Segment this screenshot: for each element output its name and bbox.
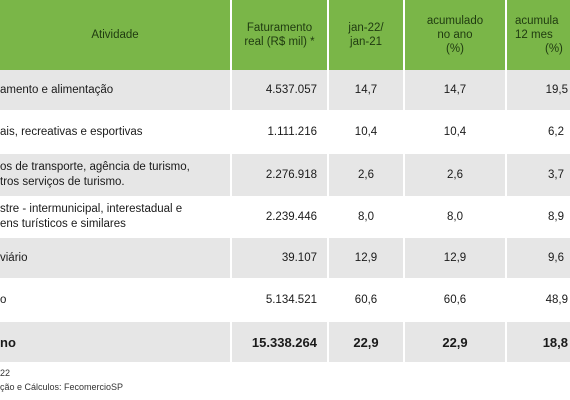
row-jan: 60,6	[327, 280, 403, 320]
total-label-text: no	[0, 334, 16, 350]
row-acum-12: 48,9	[505, 280, 570, 320]
row-faturamento: 39.107	[230, 238, 327, 278]
row-jan: 12,9	[327, 238, 403, 278]
row-label: viário	[0, 238, 230, 278]
header-acumulado-12: acumula 12 mes (%)	[505, 0, 570, 70]
header-jan-line2: jan-21	[350, 36, 382, 48]
row-jan: 2,6	[327, 154, 403, 196]
row-faturamento: 2.239.446	[230, 198, 327, 236]
row-label-line1: os de transporte, agência de turismo,	[0, 161, 190, 173]
header-acumulado-ano: acumulado no ano (%)	[403, 0, 505, 70]
row-acum-ano: 8,0	[403, 198, 505, 236]
header-acum-ano-line3: (%)	[446, 43, 464, 55]
table-row-total: no 15.338.264 22,9 22,9 18,8	[0, 322, 570, 364]
row-label-line2: ens turísticos e similares	[0, 218, 126, 230]
table-row: os de transporte, agência de turismo, tr…	[0, 154, 570, 198]
row-acum-ano: 14,7	[403, 70, 505, 110]
total-jan: 22,9	[327, 322, 403, 362]
row-label: amento e alimentação	[0, 70, 230, 110]
row-acum-12: 3,7	[505, 154, 570, 196]
header-atividade: Atividade	[0, 0, 230, 70]
header-acum-12-line2: 12 mes	[515, 29, 553, 41]
row-label-line1: viário	[0, 251, 28, 264]
header-faturamento-line2: real (R$ mil) *	[244, 36, 315, 48]
header-faturamento-line1: Faturamento	[246, 22, 313, 34]
row-faturamento: 4.537.057	[230, 70, 327, 110]
total-acum-12: 18,8	[505, 322, 570, 362]
row-label: stre - intermunicipal, interestadual e e…	[0, 198, 230, 236]
row-label-line1: amento e alimentação	[0, 83, 114, 96]
row-faturamento: 1.111.216	[230, 112, 327, 152]
footnote-line1: 22	[0, 368, 11, 378]
header-faturamento: Faturamento real (R$ mil) *	[230, 0, 327, 70]
row-label-line1: o	[0, 293, 7, 306]
header-acum-12-line1: acumula	[515, 15, 559, 27]
row-jan: 8,0	[327, 198, 403, 236]
header-acum-ano-line2: no ano	[437, 29, 473, 41]
footnote-source: ção e Cálculos: FecomercioSP	[0, 382, 124, 392]
row-label: ais, recreativas e esportivas	[0, 112, 230, 152]
row-acum-12: 8,9	[505, 198, 570, 236]
row-acum-12: 9,6	[505, 238, 570, 278]
row-acum-12: 19,5	[505, 70, 570, 110]
header-acum-12-line3: (%)	[545, 43, 563, 55]
total-faturamento: 15.338.264	[230, 322, 327, 362]
header-atividade-text: Atividade	[91, 29, 139, 41]
table-row: stre - intermunicipal, interestadual e e…	[0, 198, 570, 238]
row-acum-ano: 2,6	[403, 154, 505, 196]
table-row: amento e alimentação 4.537.057 14,7 14,7…	[0, 70, 570, 112]
table-row: ais, recreativas e esportivas 1.111.216 …	[0, 112, 570, 154]
row-acum-12: 6,2	[505, 112, 570, 152]
row-jan: 14,7	[327, 70, 403, 110]
row-label-line1: stre - intermunicipal, interestadual e	[0, 203, 183, 215]
header-acum-ano-line1: acumulado	[426, 15, 484, 27]
row-faturamento: 5.134.521	[230, 280, 327, 320]
row-label-line1: ais, recreativas e esportivas	[0, 125, 143, 138]
row-acum-ano: 60,6	[403, 280, 505, 320]
total-acum-ano: 22,9	[403, 322, 505, 362]
row-label-line2: tros serviços de turismo.	[0, 176, 125, 188]
row-jan: 10,4	[327, 112, 403, 152]
header-jan: jan-22/ jan-21	[327, 0, 403, 70]
row-acum-ano: 12,9	[403, 238, 505, 278]
table-row: o 5.134.521 60,6 60,6 48,9	[0, 280, 570, 322]
header-jan-line1: jan-22/	[348, 22, 384, 34]
total-label: no	[0, 322, 230, 362]
table-header: Atividade Faturamento real (R$ mil) * ja…	[0, 0, 570, 70]
row-faturamento: 2.276.918	[230, 154, 327, 196]
row-label: os de transporte, agência de turismo, tr…	[0, 154, 230, 196]
table-row: viário 39.107 12,9 12,9 9,6	[0, 238, 570, 280]
row-label: o	[0, 280, 230, 320]
row-acum-ano: 10,4	[403, 112, 505, 152]
